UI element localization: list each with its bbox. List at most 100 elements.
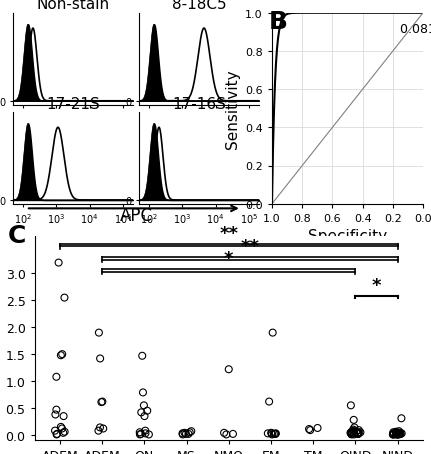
Point (268, 431, 275, 438)
Point (349, 428, 356, 435)
Point (272, 430, 278, 438)
Point (397, 430, 403, 438)
Point (395, 428, 402, 435)
Point (61, 428, 68, 435)
Point (181, 429, 188, 436)
Point (145, 431, 152, 438)
Point (396, 429, 403, 436)
Text: *: * (371, 277, 381, 295)
Point (350, 427, 357, 434)
Point (229, 430, 236, 438)
Point (397, 415, 404, 422)
Title: 17-21S: 17-21S (46, 97, 100, 112)
Point (182, 430, 189, 438)
Point (138, 352, 145, 360)
Point (142, 430, 149, 437)
Point (352, 428, 359, 435)
Text: B: B (269, 10, 287, 34)
Point (392, 429, 399, 436)
Point (395, 429, 402, 436)
Point (349, 426, 356, 433)
Point (95, 329, 102, 336)
Point (269, 329, 276, 336)
Point (55, 259, 62, 266)
Point (139, 389, 146, 396)
Point (137, 430, 144, 438)
Point (51, 427, 58, 434)
Point (348, 428, 355, 435)
Point (187, 428, 194, 435)
Point (53, 431, 60, 438)
Point (396, 430, 403, 438)
Point (267, 429, 274, 436)
Point (347, 402, 354, 409)
Point (356, 429, 363, 436)
Point (99, 398, 106, 405)
Point (354, 429, 361, 436)
Point (396, 430, 403, 438)
Point (98, 399, 105, 406)
Point (60, 429, 67, 436)
Point (394, 431, 400, 438)
Text: **: ** (240, 238, 259, 256)
Point (390, 431, 397, 438)
Point (61, 294, 68, 301)
Title: 8-18C5: 8-18C5 (172, 0, 226, 12)
Point (57, 352, 64, 359)
Point (136, 429, 143, 436)
Point (394, 431, 401, 438)
Point (144, 407, 150, 415)
Point (53, 430, 60, 438)
Point (59, 425, 66, 432)
Point (355, 430, 362, 437)
Point (355, 427, 362, 434)
Text: APC: APC (119, 207, 152, 225)
Point (350, 424, 357, 431)
Point (59, 351, 66, 358)
Point (265, 398, 272, 405)
Point (389, 431, 396, 438)
Point (314, 424, 321, 432)
Point (225, 366, 232, 373)
Point (141, 413, 148, 420)
Point (395, 431, 402, 438)
Point (184, 430, 191, 438)
Point (393, 431, 400, 438)
Point (354, 430, 361, 438)
Point (348, 429, 355, 436)
Point (270, 430, 277, 438)
Text: *: * (224, 250, 233, 268)
Title: Non-stain: Non-stain (36, 0, 109, 12)
Y-axis label: Sensitivity: Sensitivity (224, 69, 239, 149)
Point (136, 431, 143, 438)
Point (97, 355, 103, 362)
Point (347, 429, 354, 436)
Text: **: ** (219, 225, 238, 242)
Point (389, 429, 396, 436)
Point (305, 425, 312, 433)
Point (353, 430, 360, 437)
Point (347, 431, 354, 438)
Point (137, 409, 144, 416)
Point (306, 427, 313, 434)
Point (97, 424, 103, 431)
Point (222, 431, 229, 438)
Point (394, 430, 401, 438)
Point (220, 429, 227, 436)
Point (53, 373, 60, 380)
Point (60, 413, 67, 420)
Point (350, 416, 356, 424)
Point (394, 430, 400, 437)
Point (100, 425, 106, 432)
Point (392, 431, 399, 438)
Point (397, 430, 404, 437)
Point (95, 427, 102, 434)
Point (52, 411, 59, 418)
Point (179, 430, 186, 437)
Point (264, 430, 271, 437)
Point (186, 429, 193, 436)
Point (347, 429, 353, 436)
Text: C: C (7, 224, 26, 248)
Point (271, 430, 278, 438)
Point (179, 431, 186, 438)
